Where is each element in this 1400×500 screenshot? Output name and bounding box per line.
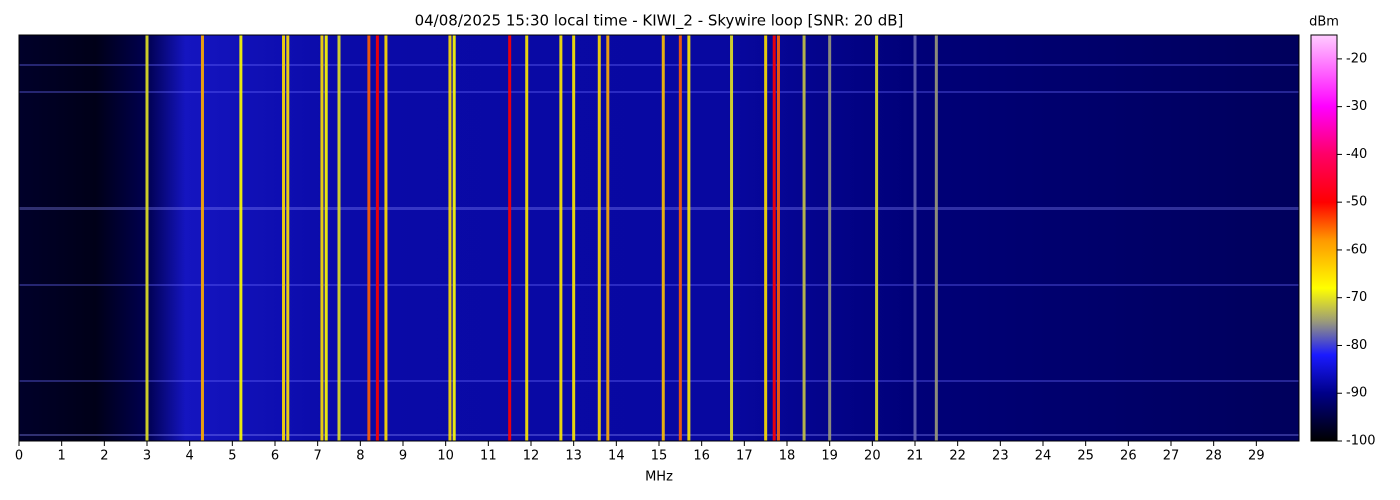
colorbar-tick-label: -20 <box>1346 51 1367 66</box>
colorbar-tick-label: -70 <box>1346 290 1367 305</box>
colorbar <box>1310 34 1338 442</box>
x-tick-label: 2 <box>100 449 108 464</box>
signal-line <box>145 35 149 441</box>
signal-line <box>802 35 806 441</box>
signal-line <box>384 35 388 441</box>
signal-line <box>525 35 529 441</box>
colorbar-tick-label: -60 <box>1346 242 1367 257</box>
signal-line <box>200 35 204 441</box>
signal-line <box>772 35 776 441</box>
signals <box>145 35 938 441</box>
x-tick-label: 1 <box>58 449 66 464</box>
signal-line <box>913 35 917 441</box>
colorbar-tick-label: -100 <box>1346 434 1376 449</box>
signal-line <box>448 35 452 441</box>
x-tick-label: 4 <box>186 449 194 464</box>
x-tick-label: 11 <box>480 449 497 464</box>
signal-line <box>375 35 379 441</box>
x-tick-label: 5 <box>228 449 236 464</box>
signal-line <box>875 35 879 441</box>
chart-title: 04/08/2025 15:30 local time - KIWI_2 - S… <box>415 12 904 31</box>
x-tick-label: 25 <box>1077 449 1094 464</box>
x-tick-label: 6 <box>271 449 279 464</box>
colorbar-tick-label: -90 <box>1346 386 1367 401</box>
x-tick-label: 24 <box>1035 449 1052 464</box>
signal-line <box>687 35 691 441</box>
signal-line <box>934 35 938 441</box>
x-tick-label: 19 <box>821 449 838 464</box>
signal-line <box>661 35 665 441</box>
signal-line <box>730 35 734 441</box>
x-tick-label: 18 <box>779 449 796 464</box>
signal-line <box>508 35 512 441</box>
signal-line <box>337 35 341 441</box>
signal-line <box>776 35 780 441</box>
colorbar-tick-label: -80 <box>1346 338 1367 353</box>
signal-line <box>764 35 768 441</box>
signal-line <box>367 35 371 441</box>
x-tick-label: 13 <box>565 449 582 464</box>
x-tick-label: 27 <box>1163 449 1180 464</box>
signal-line <box>286 35 290 441</box>
x-tick-label: 9 <box>399 449 407 464</box>
signal-line <box>828 35 832 441</box>
colorbar-tick-label: -30 <box>1346 99 1367 114</box>
x-tick-label: 7 <box>314 449 322 464</box>
signal-line <box>678 35 682 441</box>
x-tick-label: 28 <box>1205 449 1222 464</box>
signal-line <box>239 35 243 441</box>
waterfall-background <box>19 35 1299 441</box>
signal-line <box>282 35 286 441</box>
x-tick-label: 29 <box>1248 449 1265 464</box>
x-tick-label: 3 <box>143 449 151 464</box>
x-tick-label: 15 <box>651 449 668 464</box>
x-tick-label: 23 <box>992 449 1009 464</box>
x-tick-label: 21 <box>907 449 924 464</box>
x-tick-label: 14 <box>608 449 625 464</box>
signal-line <box>452 35 456 441</box>
signal-line <box>559 35 563 441</box>
x-tick-label: 0 <box>15 449 23 464</box>
signal-line <box>572 35 576 441</box>
x-tick-label: 22 <box>949 449 966 464</box>
x-tick-label: 20 <box>864 449 881 464</box>
signal-line <box>324 35 328 441</box>
x-tick-label: 10 <box>437 449 454 464</box>
x-tick-label: 16 <box>693 449 710 464</box>
horizontal-bands <box>19 64 1299 436</box>
x-tick-label: 17 <box>736 449 753 464</box>
x-tick-label: 26 <box>1120 449 1137 464</box>
colorbar-tick-label: -50 <box>1346 195 1367 210</box>
colorbar-label: dBm <box>1309 15 1339 30</box>
signal-line <box>606 35 610 441</box>
x-axis-label: MHz <box>645 470 673 485</box>
x-tick-label: 12 <box>523 449 540 464</box>
signal-line <box>597 35 601 441</box>
colorbar-tick-label: -40 <box>1346 147 1367 162</box>
signal-line <box>320 35 324 441</box>
x-tick-label: 8 <box>356 449 364 464</box>
